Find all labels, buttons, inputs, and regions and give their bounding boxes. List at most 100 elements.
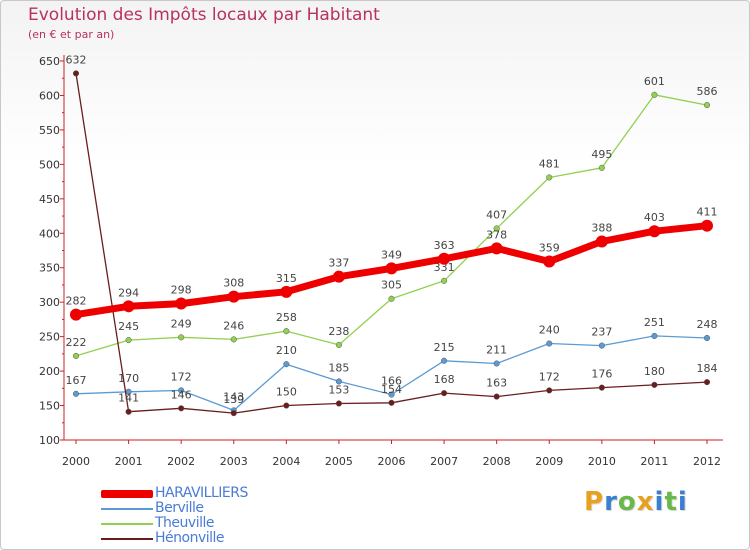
data-label-haravilliers: 298 [171, 284, 192, 297]
x-tick-label: 2001 [115, 455, 143, 468]
data-point-henonville [546, 387, 553, 394]
x-tick-label: 2003 [220, 455, 248, 468]
data-point-theuville [178, 334, 185, 341]
data-point-haravilliers [227, 290, 240, 303]
data-point-henonville [493, 393, 500, 400]
brand-letter: P [584, 487, 605, 517]
proxiti-logo: Proxiti [584, 487, 688, 517]
y-tick-label: 200 [39, 365, 60, 378]
x-tick-label: 2000 [62, 455, 90, 468]
data-point-berville [178, 387, 185, 394]
data-point-berville [72, 390, 80, 397]
brand-letter: o [617, 487, 637, 517]
data-point-henonville [441, 390, 448, 397]
x-tick-label: 2011 [640, 455, 668, 468]
x-tick-label: 2006 [378, 455, 406, 468]
data-label-berville: 185 [328, 361, 349, 374]
data-label-henonville: 150 [276, 386, 297, 399]
data-label-berville: 172 [171, 370, 192, 383]
data-point-berville [441, 357, 448, 364]
y-tick-label: 250 [39, 331, 60, 344]
data-label-theuville: 238 [328, 325, 349, 338]
brand-letter: i [654, 487, 665, 517]
legend-swatch-berville [101, 508, 153, 510]
data-label-theuville: 601 [644, 75, 665, 88]
legend-swatch-haravilliers [101, 490, 153, 498]
data-label-berville: 237 [591, 326, 612, 339]
data-point-henonville [72, 70, 80, 77]
data-point-theuville [388, 295, 395, 302]
data-label-berville: 240 [539, 324, 560, 337]
data-point-theuville [703, 102, 711, 109]
data-point-haravilliers [280, 285, 293, 298]
data-label-haravilliers: 308 [223, 277, 244, 290]
legend-item: Hénonville [101, 530, 301, 546]
chart-subtitle: (en € et par an) [28, 28, 115, 41]
chart-title: Evolution des Impôts locaux par Habitant [28, 5, 380, 25]
data-label-haravilliers: 337 [328, 257, 349, 270]
data-label-berville: 170 [118, 372, 139, 385]
brand-letter: t [664, 487, 678, 517]
legend-item: HARAVILLIERS [101, 485, 301, 501]
x-tick-label: 2004 [272, 455, 300, 468]
data-point-berville [388, 391, 395, 398]
brand-letter: x [636, 487, 655, 517]
y-tick-label: 600 [39, 89, 60, 102]
data-label-haravilliers: 363 [434, 239, 455, 252]
data-label-henonville: 139 [223, 393, 244, 406]
y-tick-label: 650 [39, 55, 60, 68]
data-label-henonville: 172 [539, 370, 560, 383]
data-point-haravilliers [438, 252, 451, 265]
data-label-henonville: 632 [66, 53, 87, 66]
data-label-theuville: 586 [697, 85, 718, 98]
data-point-haravilliers [648, 225, 661, 238]
y-tick-label: 300 [39, 296, 60, 309]
data-point-theuville [651, 91, 658, 98]
data-label-theuville: 331 [434, 261, 455, 274]
brand-letter: i [677, 487, 688, 517]
data-point-henonville [230, 410, 237, 417]
legend-label-haravilliers: HARAVILLIERS [155, 485, 248, 501]
data-label-berville: 210 [276, 344, 297, 357]
data-point-haravilliers [175, 297, 188, 310]
data-label-theuville: 222 [66, 336, 87, 349]
data-point-berville [598, 342, 605, 349]
legend: HARAVILLIERS Berville Theuville Hénonvil… [101, 485, 301, 546]
data-label-theuville: 249 [171, 317, 192, 330]
y-tick-label: 450 [39, 193, 60, 206]
data-point-henonville [388, 399, 395, 406]
data-point-theuville [493, 225, 500, 232]
data-point-henonville [335, 400, 342, 407]
data-label-henonville: 141 [118, 392, 139, 405]
data-point-haravilliers [332, 270, 345, 283]
data-point-theuville [283, 328, 290, 335]
data-point-berville [493, 360, 500, 367]
data-point-haravilliers [385, 262, 398, 275]
x-tick-label: 2009 [535, 455, 563, 468]
data-point-berville [335, 378, 342, 385]
x-tick-label: 2002 [167, 455, 195, 468]
data-point-theuville [546, 174, 553, 181]
data-label-henonville: 168 [434, 373, 455, 386]
legend-item: Theuville [101, 515, 301, 531]
data-point-henonville [651, 381, 658, 388]
data-point-theuville [335, 341, 342, 348]
data-label-berville: 167 [66, 374, 87, 387]
data-point-haravilliers [490, 242, 503, 255]
data-label-haravilliers: 411 [697, 206, 718, 219]
data-label-theuville: 245 [118, 320, 139, 333]
legend-label-henonville: Hénonville [155, 530, 225, 546]
data-label-haravilliers: 315 [276, 272, 297, 285]
data-label-henonville: 163 [486, 377, 507, 390]
brand-letter: r [604, 487, 618, 517]
legend-swatch-theuville [101, 523, 153, 525]
data-label-henonville: 146 [171, 388, 192, 401]
data-label-henonville: 184 [697, 362, 718, 375]
data-point-berville [546, 340, 553, 347]
data-point-haravilliers [595, 235, 608, 248]
data-label-haravilliers: 388 [591, 222, 612, 235]
data-point-haravilliers [122, 300, 135, 313]
data-label-haravilliers: 403 [644, 211, 665, 224]
data-label-theuville: 407 [486, 208, 507, 221]
